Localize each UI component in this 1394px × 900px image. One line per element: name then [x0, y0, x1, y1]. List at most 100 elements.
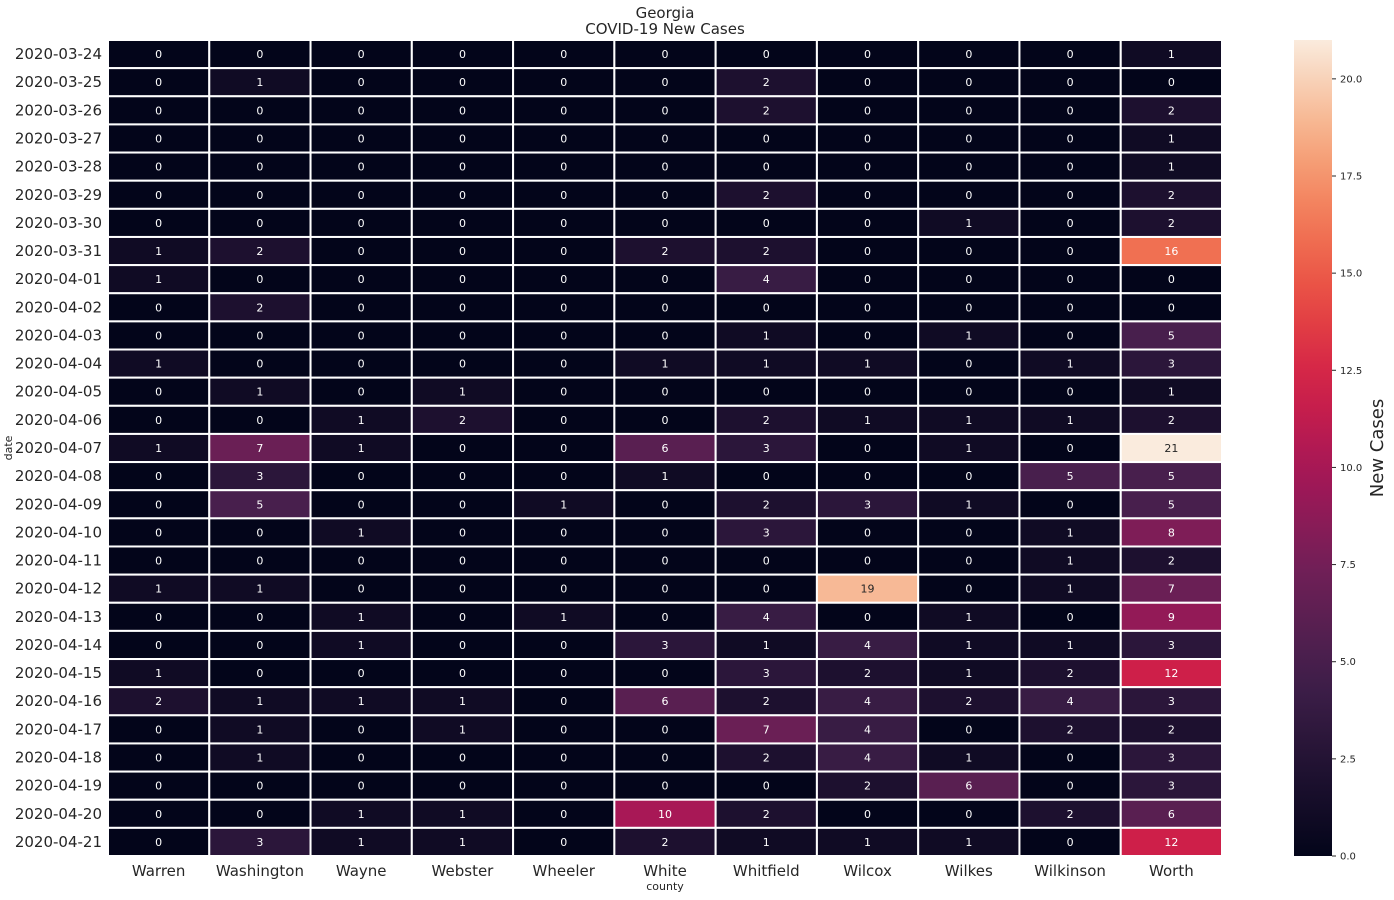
row-tick-label: 2020-04-03 — [15, 326, 102, 344]
heatmap-cell — [107, 432, 211, 464]
cell-value-label: 0 — [662, 273, 669, 286]
heatmap-cell — [815, 123, 920, 154]
cell-value-label: 0 — [662, 583, 669, 596]
cell-value-label: 1 — [256, 752, 263, 765]
cell-value-label: 0 — [358, 245, 365, 258]
cell-value-label: 0 — [965, 161, 972, 174]
cell-value-label: 1 — [155, 358, 162, 371]
cell-value-label: 0 — [256, 611, 263, 624]
cell-value-label: 0 — [763, 470, 770, 483]
cell-value-label: 1 — [256, 386, 263, 399]
cell-value-label: 1 — [155, 273, 162, 286]
cell-value-label: 0 — [358, 358, 365, 371]
cell-value-label: 9 — [1168, 611, 1175, 624]
cell-value-label: 1 — [1168, 161, 1175, 174]
heatmap-cell — [107, 489, 211, 520]
cell-value-label: 0 — [864, 76, 871, 89]
row-tick-label: 2020-04-06 — [15, 411, 102, 429]
cell-value-label: 0 — [864, 245, 871, 258]
cell-value-label: 0 — [560, 273, 567, 286]
cell-value-label: 6 — [662, 695, 669, 708]
cell-value-label: 2 — [1168, 104, 1175, 117]
heatmap-cell — [208, 770, 312, 801]
heatmap-cell — [1119, 404, 1224, 435]
chart-subtitle: COVID-19 New Cases — [585, 20, 745, 38]
cell-value-label: 4 — [763, 273, 770, 286]
row-tick-label: 2020-04-11 — [15, 552, 102, 570]
heatmap-cell — [1018, 264, 1122, 295]
cell-value-label: 2 — [1168, 723, 1175, 736]
heatmap-cell — [1119, 39, 1224, 70]
heatmap-cell — [714, 264, 818, 295]
heatmap-cells: 0 0 0 0 0 0 0 0 0 0 1 0 1 0 0 0 0 2 0 0 0 0 0 0 0 0 0 0 2 0 0 0 2 0 0 0 0 0 0 0… — [107, 39, 1224, 857]
heatmap-cell — [714, 461, 818, 492]
cell-value-label: 1 — [864, 358, 871, 371]
cell-value-label: 2 — [1168, 189, 1175, 202]
cell-value-label: 1 — [965, 217, 972, 230]
cell-value-label: 1 — [1067, 414, 1074, 427]
cell-value-label: 1 — [155, 667, 162, 680]
heatmap-cell — [613, 39, 717, 70]
heatmap-cell — [1018, 404, 1122, 435]
colorbar-tick-label: 5.0 — [1340, 657, 1356, 668]
cell-value-label: 1 — [1168, 48, 1175, 61]
cell-value-label: 0 — [864, 386, 871, 399]
heatmap-cell — [309, 545, 413, 576]
cell-value-label: 0 — [155, 386, 162, 399]
column-tick-label: Worth — [1149, 862, 1194, 880]
cell-value-label: 0 — [155, 723, 162, 736]
cell-value-label: 0 — [155, 780, 162, 793]
colorbar-ticks: 0.0 2.5 5.0 7.5 10.0 12.5 15.0 17.5 20.0 — [1332, 74, 1362, 863]
cell-value-label: 0 — [459, 217, 466, 230]
cell-value-label: 0 — [155, 301, 162, 314]
cell-value-label: 0 — [560, 386, 567, 399]
cell-value-label: 3 — [256, 836, 263, 849]
heatmap-cell — [917, 686, 1021, 717]
cell-value-label: 0 — [459, 301, 466, 314]
cell-value-label: 0 — [965, 526, 972, 539]
heatmap-cell — [1018, 686, 1122, 717]
cell-value-label: 1 — [155, 583, 162, 596]
heatmap-cell — [512, 742, 616, 773]
cell-value-label: 0 — [560, 104, 567, 117]
cell-value-label: 0 — [560, 442, 567, 455]
cell-value-label: 0 — [763, 583, 770, 596]
cell-value-label: 0 — [560, 245, 567, 258]
heatmap-cell — [815, 742, 920, 773]
cell-value-label: 0 — [965, 245, 972, 258]
column-tick-labels: Warren Washington Wayne Webster Wheeler White… — [132, 862, 1194, 880]
cell-value-label: 0 — [459, 526, 466, 539]
cell-value-label: 0 — [358, 189, 365, 202]
row-tick-label: 2020-04-10 — [15, 523, 102, 541]
cell-value-label: 0 — [662, 329, 669, 342]
cell-value-label: 0 — [459, 358, 466, 371]
row-tick-label: 2020-04-15 — [15, 664, 102, 682]
cell-value-label: 0 — [155, 611, 162, 624]
cell-value-label: 0 — [662, 752, 669, 765]
cell-value-label: 0 — [965, 104, 972, 117]
cell-value-label: 0 — [662, 414, 669, 427]
heatmap-cell — [714, 179, 818, 210]
heatmap-cell — [512, 461, 616, 492]
column-tick-label: Warren — [132, 862, 186, 880]
cell-value-label: 0 — [560, 555, 567, 568]
heatmap-cell — [1119, 798, 1224, 829]
cell-value-label: 1 — [459, 808, 466, 821]
heatmap-cell — [613, 770, 717, 801]
heatmap-cell — [917, 39, 1021, 70]
cell-value-label: 0 — [560, 189, 567, 202]
heatmap-cell — [107, 798, 211, 829]
cell-value-label: 0 — [763, 132, 770, 145]
cell-value-label: 2 — [763, 414, 770, 427]
cell-value-label: 0 — [662, 301, 669, 314]
heatmap-cell — [309, 432, 413, 464]
column-tick-label: White — [643, 862, 687, 880]
heatmap-cell — [815, 432, 920, 464]
heatmap-cell — [208, 461, 312, 492]
column-tick-label: Wilcox — [843, 862, 892, 880]
heatmap-cell — [309, 573, 413, 604]
heatmap-cell — [107, 264, 211, 295]
colorbar-tick-label: 12.5 — [1340, 366, 1362, 377]
cell-value-label: 0 — [358, 723, 365, 736]
cell-value-label: 1 — [155, 245, 162, 258]
